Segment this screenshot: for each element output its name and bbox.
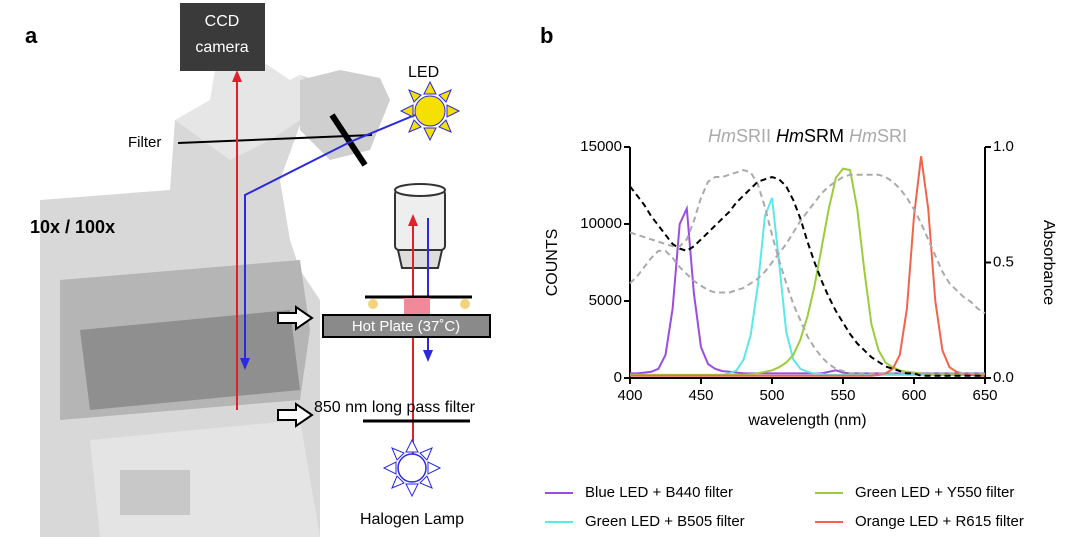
x-axis-label: wavelength (nm) xyxy=(747,412,866,429)
y2-tick-label: 0.5 xyxy=(993,253,1014,270)
hot-plate-label: Hot Plate (37˚C) xyxy=(352,318,460,335)
y2-axis-label: Absorbance xyxy=(1040,220,1057,305)
y2-tick-label: 1.0 xyxy=(993,138,1014,155)
x-tick-label: 400 xyxy=(617,387,642,404)
x-tick-label: 600 xyxy=(901,387,926,404)
led-icon xyxy=(401,82,459,140)
halogen-label: Halogen Lamp xyxy=(360,511,464,528)
sample xyxy=(404,298,430,314)
spacer xyxy=(368,299,378,309)
series-line xyxy=(630,198,985,375)
long-pass-label: 850 nm long pass filter xyxy=(314,399,476,416)
led-label: LED xyxy=(408,64,439,81)
series-line xyxy=(630,177,985,376)
panel-label: a xyxy=(25,23,38,48)
legend-label: Green LED + Y550 filter xyxy=(855,484,1014,501)
legend-label: Orange LED + R615 filter xyxy=(855,513,1024,530)
x-tick-label: 500 xyxy=(759,387,784,404)
objective xyxy=(395,184,445,268)
halogen-icon xyxy=(384,440,440,496)
series-line xyxy=(630,170,985,373)
arrow-head xyxy=(423,350,433,362)
series-name: HmSRM xyxy=(776,126,844,146)
y-tick-label: 15000 xyxy=(580,138,622,155)
y-tick-label: 5000 xyxy=(589,292,622,309)
ccd-label: CCD xyxy=(205,13,240,30)
microscope-photo xyxy=(40,60,390,537)
series-name: HmSRI xyxy=(849,126,907,146)
series-line xyxy=(630,169,985,375)
series-line xyxy=(630,156,985,376)
legend-label: Blue LED + B440 filter xyxy=(585,484,733,501)
y-tick-label: 0 xyxy=(614,369,622,386)
x-tick-label: 550 xyxy=(830,387,855,404)
series-name: HmSRII xyxy=(708,126,771,146)
legend-label: Green LED + B505 filter xyxy=(585,513,745,530)
x-tick-label: 650 xyxy=(972,387,997,404)
figure: a CCD camera LED Filter 10x / 100x Hot P… xyxy=(0,0,1079,537)
panel-label: b xyxy=(540,23,553,48)
x-tick-label: 450 xyxy=(688,387,713,404)
chart: 400 450 500 550 600 650 0 5000 10000 15000 0.0 0.5 1… xyxy=(544,126,1057,530)
series-line xyxy=(630,209,985,374)
y-tick-label: 10000 xyxy=(580,215,622,232)
magnification-label: 10x / 100x xyxy=(30,217,115,237)
y-axis-label: COUNTS xyxy=(544,229,561,297)
ccd-label: camera xyxy=(195,39,248,56)
spacer xyxy=(460,299,470,309)
y2-tick-label: 0.0 xyxy=(993,369,1014,386)
absorbance-labels: HmSRII HmSRM HmSRI xyxy=(708,126,907,146)
filter-label: Filter xyxy=(128,134,161,151)
